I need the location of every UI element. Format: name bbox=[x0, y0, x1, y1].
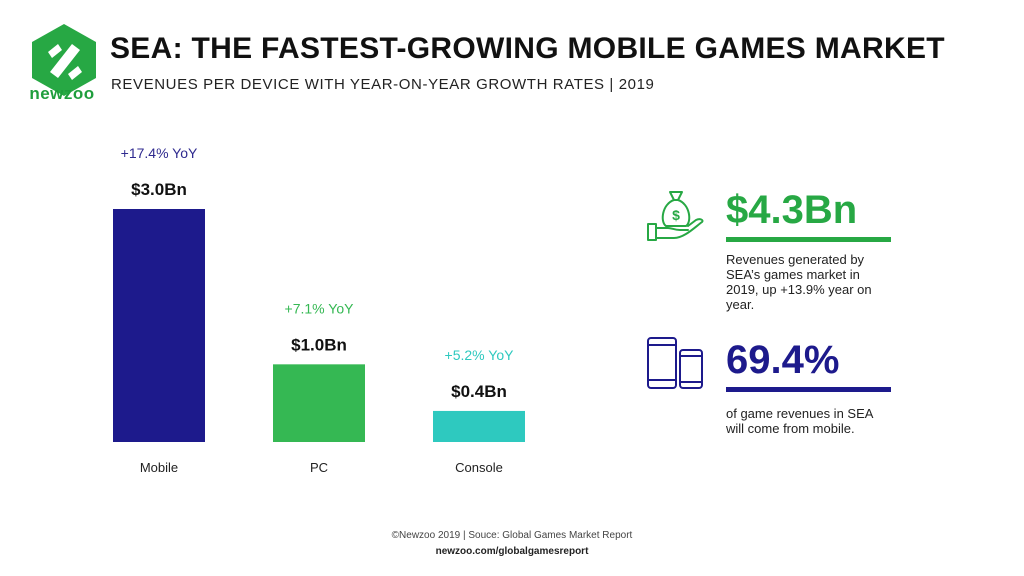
category-label-pc: PC bbox=[310, 460, 328, 475]
bar-console bbox=[433, 410, 525, 442]
mobile-devices-icon bbox=[647, 337, 703, 389]
footer-copyright: ©Newzoo 2019 | Souce: Global Games Marke… bbox=[391, 530, 633, 541]
newzoo-logo bbox=[32, 24, 96, 96]
page-title: SEA: THE FASTEST-GROWING MOBILE GAMES MA… bbox=[110, 32, 945, 65]
value-label-console: $0.4Bn bbox=[451, 382, 507, 401]
money-bag-hand-icon: $ bbox=[647, 191, 704, 241]
logo-wordmark: newzoo bbox=[29, 84, 95, 103]
stat-revenue-value: $4.3Bn bbox=[726, 188, 858, 232]
stat-revenue-rule bbox=[726, 237, 891, 242]
stat-mobile-share-description: of game revenues in SEA will come from m… bbox=[726, 406, 873, 436]
growth-label-pc: +7.1% YoY bbox=[285, 300, 355, 316]
bar-pc bbox=[273, 364, 365, 442]
stat-mobile-share-rule bbox=[726, 387, 891, 392]
page-subtitle: REVENUES PER DEVICE WITH YEAR-ON-YEAR GR… bbox=[111, 76, 655, 93]
stat-mobile-share: 69.4% of game revenues in SEA will come … bbox=[726, 338, 891, 436]
footer-url[interactable]: newzoo.com/globalgamesreport bbox=[435, 546, 589, 557]
category-label-mobile: Mobile bbox=[140, 460, 178, 475]
svg-text:$: $ bbox=[672, 207, 680, 223]
stat-revenue-description: Revenues generated by SEA’s games market… bbox=[726, 252, 872, 312]
growth-label-mobile: +17.4% YoY bbox=[121, 145, 198, 161]
stat-mobile-share-value: 69.4% bbox=[726, 338, 840, 382]
bar-mobile bbox=[113, 209, 205, 442]
growth-label-console: +5.2% YoY bbox=[445, 347, 515, 363]
stat-revenue: $4.3Bn Revenues generated by SEA’s games… bbox=[726, 188, 891, 312]
category-label-console: Console bbox=[455, 460, 503, 475]
value-label-mobile: $3.0Bn bbox=[131, 180, 187, 199]
value-label-pc: $1.0Bn bbox=[291, 335, 347, 354]
